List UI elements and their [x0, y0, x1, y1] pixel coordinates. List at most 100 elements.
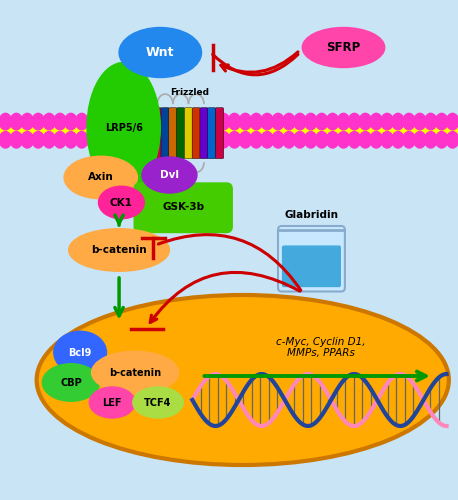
- Ellipse shape: [152, 114, 164, 130]
- Ellipse shape: [239, 132, 251, 148]
- Ellipse shape: [119, 28, 202, 78]
- Ellipse shape: [185, 114, 197, 130]
- FancyBboxPatch shape: [192, 108, 201, 158]
- Ellipse shape: [130, 114, 142, 130]
- Text: LEF: LEF: [103, 398, 122, 407]
- Ellipse shape: [316, 114, 328, 130]
- FancyBboxPatch shape: [200, 108, 208, 158]
- Ellipse shape: [381, 132, 393, 148]
- Ellipse shape: [250, 132, 262, 148]
- Ellipse shape: [327, 132, 339, 148]
- FancyBboxPatch shape: [153, 108, 161, 158]
- Ellipse shape: [64, 156, 137, 198]
- Ellipse shape: [228, 114, 240, 130]
- FancyBboxPatch shape: [176, 108, 185, 158]
- Text: b-catenin: b-catenin: [91, 245, 147, 255]
- Ellipse shape: [163, 132, 175, 148]
- FancyArrowPatch shape: [221, 52, 298, 72]
- Ellipse shape: [0, 114, 11, 130]
- Ellipse shape: [142, 157, 197, 193]
- Ellipse shape: [119, 114, 131, 130]
- Ellipse shape: [337, 114, 350, 130]
- Ellipse shape: [447, 132, 458, 148]
- Ellipse shape: [98, 114, 110, 130]
- Ellipse shape: [42, 364, 100, 401]
- Ellipse shape: [109, 114, 120, 130]
- Ellipse shape: [337, 132, 350, 148]
- FancyArrowPatch shape: [158, 234, 301, 290]
- Ellipse shape: [436, 114, 448, 130]
- Ellipse shape: [414, 132, 426, 148]
- Ellipse shape: [272, 114, 284, 130]
- Ellipse shape: [447, 114, 458, 130]
- Ellipse shape: [32, 114, 44, 130]
- Ellipse shape: [54, 132, 66, 148]
- Ellipse shape: [239, 114, 251, 130]
- Ellipse shape: [21, 114, 33, 130]
- Ellipse shape: [65, 132, 77, 148]
- Text: Frizzled: Frizzled: [170, 88, 210, 96]
- Text: CBP: CBP: [60, 378, 82, 388]
- Ellipse shape: [43, 132, 55, 148]
- Ellipse shape: [196, 114, 208, 130]
- Ellipse shape: [69, 229, 169, 271]
- Ellipse shape: [98, 186, 144, 219]
- Ellipse shape: [76, 114, 88, 130]
- Ellipse shape: [89, 387, 135, 418]
- Ellipse shape: [0, 132, 11, 148]
- Ellipse shape: [37, 295, 449, 465]
- Ellipse shape: [348, 132, 360, 148]
- FancyBboxPatch shape: [283, 246, 340, 286]
- Ellipse shape: [76, 132, 88, 148]
- FancyBboxPatch shape: [278, 226, 345, 292]
- Ellipse shape: [261, 132, 273, 148]
- Ellipse shape: [87, 132, 99, 148]
- Ellipse shape: [283, 132, 295, 148]
- Ellipse shape: [348, 114, 360, 130]
- Ellipse shape: [207, 114, 219, 130]
- Ellipse shape: [87, 114, 99, 130]
- FancyBboxPatch shape: [207, 108, 216, 158]
- Ellipse shape: [141, 132, 153, 148]
- Ellipse shape: [207, 132, 219, 148]
- Text: LRP5/6: LRP5/6: [105, 122, 142, 132]
- Ellipse shape: [425, 114, 437, 130]
- Ellipse shape: [218, 114, 230, 130]
- Ellipse shape: [174, 114, 186, 130]
- Ellipse shape: [327, 114, 339, 130]
- Ellipse shape: [302, 28, 385, 68]
- Ellipse shape: [370, 114, 382, 130]
- Text: Bcl9: Bcl9: [68, 348, 92, 358]
- FancyBboxPatch shape: [134, 183, 232, 232]
- Text: GSK-3b: GSK-3b: [162, 202, 204, 212]
- Ellipse shape: [392, 132, 404, 148]
- Ellipse shape: [381, 114, 393, 130]
- Ellipse shape: [43, 114, 55, 130]
- Ellipse shape: [163, 114, 175, 130]
- Ellipse shape: [133, 387, 183, 418]
- Text: b-catenin: b-catenin: [109, 368, 161, 378]
- Ellipse shape: [370, 132, 382, 148]
- Ellipse shape: [87, 62, 160, 192]
- Ellipse shape: [359, 132, 371, 148]
- Text: Wnt: Wnt: [146, 46, 174, 59]
- Ellipse shape: [54, 114, 66, 130]
- Text: Glabridin: Glabridin: [284, 210, 338, 220]
- FancyBboxPatch shape: [184, 108, 192, 158]
- FancyBboxPatch shape: [169, 108, 177, 158]
- Text: Dvl: Dvl: [160, 170, 179, 180]
- Ellipse shape: [65, 114, 77, 130]
- Ellipse shape: [196, 132, 208, 148]
- Ellipse shape: [32, 132, 44, 148]
- Ellipse shape: [283, 114, 295, 130]
- Ellipse shape: [436, 132, 448, 148]
- Ellipse shape: [21, 132, 33, 148]
- Ellipse shape: [261, 114, 273, 130]
- Text: Axin: Axin: [88, 172, 114, 182]
- FancyArrowPatch shape: [150, 272, 300, 322]
- Ellipse shape: [218, 132, 230, 148]
- Text: CK1: CK1: [110, 198, 133, 207]
- Ellipse shape: [92, 351, 179, 394]
- Ellipse shape: [98, 132, 110, 148]
- Ellipse shape: [272, 132, 284, 148]
